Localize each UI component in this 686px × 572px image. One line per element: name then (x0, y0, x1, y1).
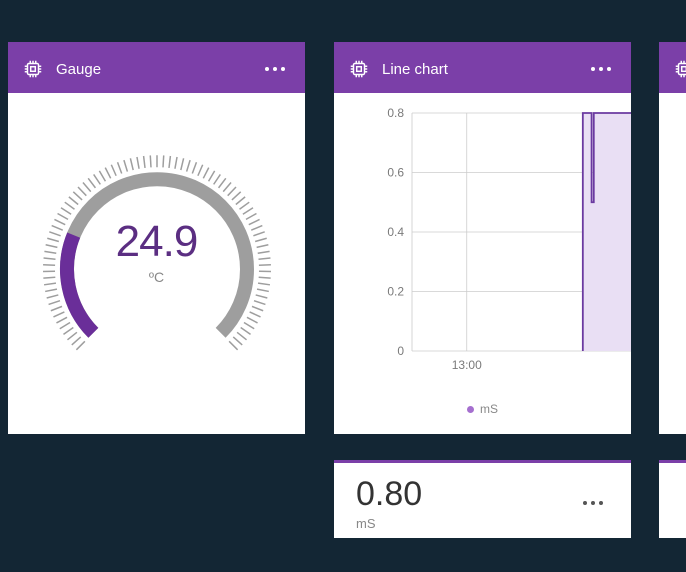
gauge-panel: Gauge 24.9 ºC (8, 42, 305, 434)
line-chart: 0 0.2 0.4 0.6 0.8 13:00 (334, 93, 631, 393)
gauge-value: 24.9 (116, 217, 198, 267)
chip-icon (348, 58, 370, 80)
svg-text:0.6: 0.6 (387, 166, 404, 180)
gauge-panel-header: Gauge (8, 45, 305, 93)
gauge-title: Gauge (56, 61, 101, 78)
more-icon[interactable] (259, 61, 291, 77)
legend-dot (467, 406, 474, 413)
value-card: 0.80 mS (334, 460, 631, 538)
svg-text:0.8: 0.8 (387, 106, 404, 120)
chip-icon (22, 58, 44, 80)
value-card-value: 0.80 (356, 475, 422, 514)
line-chart-title: Line chart (382, 61, 448, 78)
chip-icon (673, 58, 686, 80)
line-chart-body: 0 0.2 0.4 0.6 0.8 13:00 mS (334, 93, 631, 434)
svg-text:0.4: 0.4 (387, 225, 404, 239)
partial-panel-header (659, 45, 686, 93)
value-card-unit: mS (356, 516, 422, 531)
line-chart-header: Line chart (334, 45, 631, 93)
line-chart-panel: Line chart 0 0.2 0.4 0.6 0.8 13:00 mS (334, 42, 631, 434)
legend-label: mS (480, 402, 498, 416)
gauge-unit: ºC (116, 269, 198, 285)
svg-text:0: 0 (397, 344, 404, 358)
partial-value-card-right (659, 460, 686, 538)
gauge-body: 24.9 ºC (8, 93, 305, 434)
chart-legend: mS (334, 402, 631, 416)
more-icon[interactable] (577, 495, 609, 511)
more-icon[interactable] (585, 61, 617, 77)
svg-text:13:00: 13:00 (452, 358, 482, 372)
svg-text:0.2: 0.2 (387, 285, 404, 299)
partial-panel-right (659, 42, 686, 434)
